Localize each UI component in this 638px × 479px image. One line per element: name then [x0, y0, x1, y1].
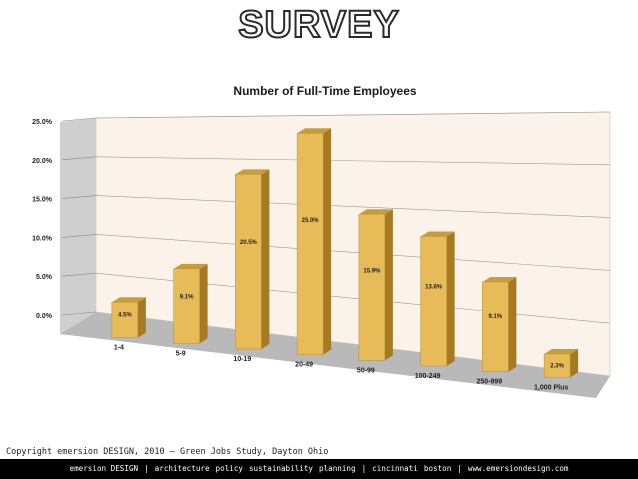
bar: 4.5% — [111, 297, 146, 338]
y-tick-label: 5.0% — [36, 274, 53, 281]
chart-gridlines — [61, 111, 611, 324]
bar: 15.9% — [358, 209, 393, 361]
data-label: 13.6% — [425, 284, 443, 290]
y-tick-label: 25.0% — [32, 119, 53, 126]
bar-side — [570, 348, 579, 378]
bar-top — [420, 231, 455, 237]
footer-item: planning — [319, 464, 356, 473]
bar-front — [482, 281, 509, 372]
side-gridline — [61, 311, 97, 316]
bar-top — [111, 297, 146, 303]
bar-front — [111, 302, 139, 338]
bar: 9.1% — [482, 276, 517, 372]
bar-front — [235, 174, 262, 350]
data-label: 9.1% — [489, 314, 503, 320]
x-tick-label: 10-19 — [233, 356, 251, 363]
footer-bar: emersion DESIGN | architecture policy sustai… — [0, 459, 638, 479]
bar-front — [358, 213, 386, 361]
data-label: 4.5% — [118, 312, 132, 318]
data-label: 15.9% — [363, 269, 381, 275]
data-label: 9.1% — [180, 295, 194, 301]
footer-item: cincinnati — [372, 464, 418, 473]
side-gridline — [61, 117, 97, 122]
side-gridline — [61, 156, 97, 161]
y-tick-label: 0.0% — [36, 313, 53, 320]
x-tick-label: 50-99 — [357, 367, 375, 374]
bar: 20.5% — [235, 169, 270, 350]
bar-front — [296, 133, 324, 355]
bar-front — [173, 268, 200, 344]
footer-item: emersion DESIGN — [69, 464, 139, 473]
x-tick-label: 100-249 — [415, 373, 441, 380]
bar-top — [482, 276, 517, 282]
y-axis-ticks: 0.0% 5.0% 10.0% 15.0% 20.0% 25.0% — [32, 119, 53, 320]
bar-side — [384, 209, 393, 361]
bar-side — [261, 169, 270, 349]
x-axis-ticks: 1-4 5-9 10-19 20-49 50-99 100-249 250-999 1,000… — [114, 345, 569, 392]
bar-side — [508, 276, 517, 372]
bar-side — [323, 128, 332, 355]
bar-top — [297, 128, 332, 134]
bar-top — [358, 209, 393, 215]
footer-item: www.emersiondesign.com — [467, 464, 569, 473]
slide-title: SURVEY — [237, 3, 400, 47]
footer-item: boston — [423, 464, 452, 473]
bars: 4.5% 9.1% 20.5% 25.0% 15.9% 13.6% 9.1% 2.3% — [111, 128, 579, 378]
y-tick-label: 20.0% — [32, 158, 53, 165]
bar: 9.1% — [173, 263, 208, 344]
x-tick-label: 1,000 Plus — [534, 384, 568, 391]
gridline — [95, 195, 611, 218]
bar-top — [173, 263, 208, 269]
chart-background — [60, 111, 611, 398]
gridline — [95, 111, 611, 119]
footer-separator: | — [457, 464, 462, 473]
side-gridline — [61, 195, 97, 199]
side-gridline — [61, 234, 97, 238]
bar-front — [420, 236, 447, 367]
gridline — [95, 234, 611, 271]
gridline — [95, 156, 611, 166]
x-tick-label: 5-9 — [176, 350, 186, 357]
x-tick-label: 250-999 — [477, 379, 503, 386]
footer-item: architecture — [154, 464, 210, 473]
footer-item: policy — [215, 464, 243, 473]
footer-separator: | — [361, 464, 367, 473]
data-label: 25.0% — [302, 218, 320, 224]
bar-top — [235, 169, 270, 175]
bar: 2.3% — [543, 348, 579, 378]
chart-title: Number of Full-Time Employees — [233, 84, 416, 98]
data-label: 2.3% — [550, 364, 564, 370]
data-label: 20.5% — [240, 240, 258, 246]
bar-side — [137, 297, 146, 338]
footer-separator: | — [144, 464, 149, 473]
bar: 25.0% — [296, 128, 332, 355]
side-gridline — [61, 272, 97, 277]
x-tick-label: 20-49 — [295, 362, 313, 369]
bar-side — [446, 231, 455, 367]
x-tick-label: 1-4 — [114, 345, 124, 352]
y-tick-label: 15.0% — [32, 197, 53, 204]
bar-side — [199, 263, 208, 344]
side-wall — [60, 118, 96, 334]
copyright-notice: Copyright emersion DESIGN, 2010 – Green … — [6, 447, 329, 457]
footer-item: sustainability — [248, 464, 313, 473]
y-tick-label: 10.0% — [32, 235, 53, 242]
bar-front — [543, 353, 571, 378]
bar: 13.6% — [420, 231, 455, 367]
bar-top — [544, 348, 579, 354]
